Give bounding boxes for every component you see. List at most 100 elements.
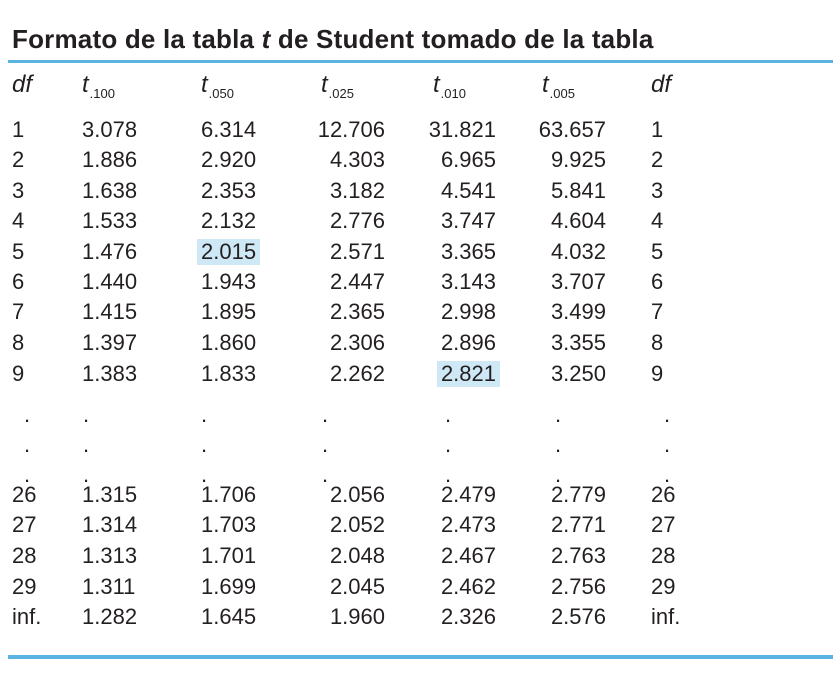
header-t010-base: t bbox=[433, 71, 440, 98]
header-t010: t.010 bbox=[433, 71, 466, 101]
ellipsis-dot: . bbox=[83, 402, 90, 427]
value-cell: 1.397 bbox=[82, 330, 138, 355]
ellipsis-dot: . bbox=[322, 402, 329, 427]
value-cell: 6.965 bbox=[440, 147, 496, 172]
df-cell: 9 bbox=[12, 361, 25, 386]
ellipsis-dot: . bbox=[24, 462, 31, 487]
bottom-rule bbox=[8, 655, 833, 659]
df-cell: 4 bbox=[651, 208, 664, 233]
value-cell: 1.313 bbox=[82, 543, 138, 568]
value-cell: 3.707 bbox=[550, 269, 606, 294]
header-t050: t.050 bbox=[201, 71, 234, 101]
value-cell: 2.132 bbox=[201, 208, 257, 233]
value-cell: 1.311 bbox=[82, 574, 136, 599]
df-cell: 5 bbox=[651, 239, 664, 264]
df-cell: 3 bbox=[12, 178, 25, 203]
ellipsis-dot: . bbox=[445, 432, 452, 457]
df-cell: 3 bbox=[651, 178, 664, 203]
df-cell: 6 bbox=[12, 269, 25, 294]
header-df-left: df bbox=[12, 71, 33, 98]
value-cell: 2.306 bbox=[329, 330, 385, 355]
value-cell: 12.706 bbox=[317, 117, 385, 142]
header-t025-base: t bbox=[321, 71, 328, 98]
value-cell: 1.638 bbox=[82, 178, 138, 203]
ellipsis-dot: . bbox=[555, 462, 562, 487]
df-cell: 26 bbox=[651, 482, 676, 507]
title-text-before: Formato de la tabla bbox=[12, 24, 262, 54]
ellipsis-dot: . bbox=[24, 402, 31, 427]
value-cell: 2.052 bbox=[329, 512, 385, 537]
df-cell: 28 bbox=[12, 543, 37, 568]
df-cell: inf. bbox=[651, 604, 681, 629]
value-cell: 2.779 bbox=[550, 482, 606, 507]
top-rule bbox=[8, 60, 833, 63]
ellipsis-dot: . bbox=[445, 402, 452, 427]
ellipsis-dot: . bbox=[83, 432, 90, 457]
df-cell: 7 bbox=[12, 299, 25, 324]
ellipsis-dot: . bbox=[201, 432, 208, 457]
header-t100-base: t bbox=[82, 71, 89, 98]
ellipsis-dot: . bbox=[664, 432, 671, 457]
header-df-right: df bbox=[651, 71, 672, 98]
value-cell: 2.365 bbox=[329, 299, 385, 324]
ellipsis-dot: . bbox=[555, 402, 562, 427]
value-cell: 2.473 bbox=[440, 512, 496, 537]
ellipsis-dot: . bbox=[201, 402, 208, 427]
df-cell: inf. bbox=[12, 604, 42, 629]
value-cell: 1.701 bbox=[201, 543, 257, 568]
value-cell: 2.447 bbox=[329, 269, 385, 294]
value-cell: 1.383 bbox=[82, 361, 138, 386]
value-cell: 1.943 bbox=[201, 269, 257, 294]
df-cell: 1 bbox=[12, 117, 25, 142]
value-cell: 1.415 bbox=[82, 299, 138, 324]
df-cell: 27 bbox=[651, 512, 676, 537]
ellipsis-dot: . bbox=[322, 432, 329, 457]
value-cell: 3.182 bbox=[329, 178, 385, 203]
value-cell: 2.998 bbox=[440, 299, 496, 324]
value-cell: 2.056 bbox=[329, 482, 385, 507]
header-t100: t.100 bbox=[82, 71, 115, 101]
title-text-after: de Student tomado de la tabla bbox=[270, 24, 654, 54]
header-t025: t.025 bbox=[321, 71, 354, 101]
title-t-italic: t bbox=[261, 24, 271, 54]
value-cell: 2.571 bbox=[329, 239, 385, 264]
ellipsis-dot: . bbox=[664, 462, 671, 487]
value-cell: 2.048 bbox=[329, 543, 385, 568]
value-cell: 2.576 bbox=[550, 604, 606, 629]
df-cell: 2 bbox=[651, 147, 664, 172]
header-t050-sub: .050 bbox=[208, 86, 234, 101]
value-cell: 3.499 bbox=[550, 299, 606, 324]
value-cell: 1.440 bbox=[82, 269, 138, 294]
value-cell: 3.747 bbox=[440, 208, 496, 233]
value-cell: 9.925 bbox=[550, 147, 606, 172]
value-cell: 2.920 bbox=[201, 147, 257, 172]
value-cell: 1.314 bbox=[82, 512, 138, 537]
df-cell: 4 bbox=[12, 208, 25, 233]
ellipsis-dot: . bbox=[24, 432, 31, 457]
value-cell: 2.015 bbox=[197, 239, 261, 265]
value-cell: 4.032 bbox=[550, 239, 606, 264]
value-cell: 1.703 bbox=[201, 512, 257, 537]
value-cell: 1.476 bbox=[82, 239, 138, 264]
ellipsis-dot: . bbox=[201, 462, 208, 487]
header-t005: t.005 bbox=[542, 71, 575, 101]
df-cell: 9 bbox=[651, 361, 664, 386]
ellipsis-dot: . bbox=[555, 432, 562, 457]
value-cell: 2.262 bbox=[329, 361, 385, 386]
ellipsis-dot: . bbox=[83, 462, 90, 487]
value-cell: 6.314 bbox=[201, 117, 257, 142]
df-cell: 29 bbox=[12, 574, 37, 599]
value-cell: 1.533 bbox=[82, 208, 138, 233]
header-t010-sub: .010 bbox=[440, 86, 466, 101]
df-cell: 8 bbox=[12, 330, 25, 355]
header-t005-sub: .005 bbox=[549, 86, 575, 101]
df-cell: 5 bbox=[12, 239, 25, 264]
ellipsis-dot: . bbox=[322, 462, 329, 487]
value-cell: 2.462 bbox=[440, 574, 496, 599]
value-cell: 63.657 bbox=[538, 117, 606, 142]
df-cell: 7 bbox=[651, 299, 664, 324]
value-cell: 3.365 bbox=[440, 239, 496, 264]
ellipsis-dot: . bbox=[445, 462, 452, 487]
ellipsis-dot: . bbox=[664, 402, 671, 427]
df-cell: 29 bbox=[651, 574, 676, 599]
